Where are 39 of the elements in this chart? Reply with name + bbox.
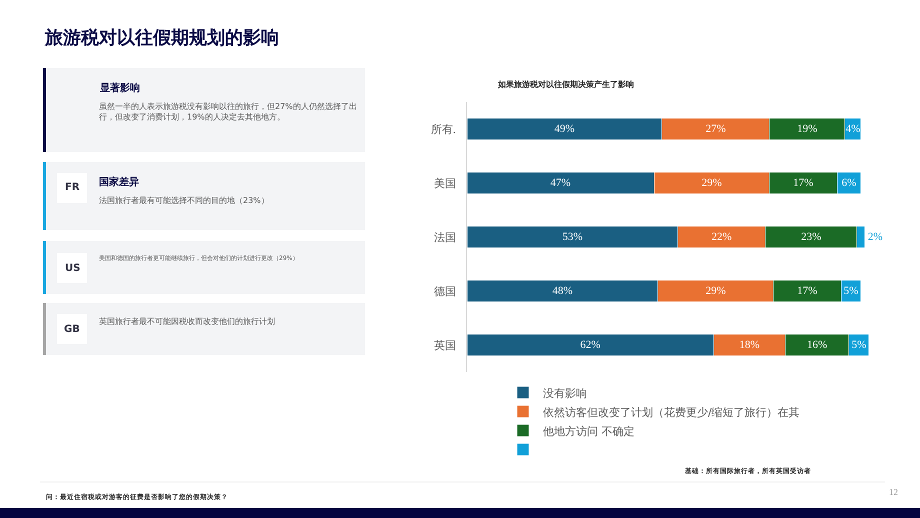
data-label: 5%	[852, 339, 866, 351]
text: 法国旅行者最有可能选择不同的目的地（23%）	[99, 196, 269, 205]
data-label: 19%	[797, 123, 818, 135]
text: 旅游税对以往假期规划的影响	[44, 27, 279, 48]
chart-subtitle: 如果旅游税对以往假期决策产生了影响	[497, 80, 634, 89]
data-label: 4%	[846, 123, 860, 135]
y-tick-label: 法国	[434, 230, 456, 244]
data-label: 29%	[702, 177, 722, 189]
legend-label: 他地方访问 不确定	[543, 424, 634, 438]
data-label: 47%	[550, 177, 571, 189]
y-tick-label: 德国	[434, 286, 456, 298]
data-label: 23%	[801, 231, 822, 243]
data-label: 17%	[797, 285, 818, 297]
y-tick-label: 英国	[434, 338, 456, 352]
data-label: 29%	[706, 285, 726, 297]
text: 国家差异	[99, 176, 139, 188]
text: 英国旅行者最不可能因税收而改变他们的旅行计划	[99, 317, 275, 326]
text: FR	[65, 182, 80, 193]
data-label: 48%	[552, 285, 573, 297]
data-label: 17%	[793, 177, 814, 189]
data-label: 49%	[554, 123, 575, 135]
y-tick-label: 美国	[434, 176, 456, 190]
text: 12	[889, 487, 898, 497]
data-label: 18%	[739, 339, 760, 351]
data-label: 62%	[580, 339, 600, 351]
text: 显著影响	[99, 82, 140, 94]
y-tick-label: 所有.	[431, 122, 456, 136]
data-label: 5%	[844, 285, 858, 297]
legend-label: 依然访客但改变了计划（花费更少/缩短了旅行）在其	[543, 406, 800, 419]
data-label: 53%	[562, 231, 583, 243]
text: US	[65, 263, 80, 274]
text: 虽然一半的人表示旅游税没有影响以往的旅行，但27%的人仍然选择了出行，但改变了消费计划，19%的人决定去其他地方。	[99, 102, 357, 122]
legend-label: 没有影响	[543, 386, 587, 400]
data-label: 22%	[712, 231, 732, 243]
data-label: 27%	[706, 123, 726, 135]
data-label: 6%	[842, 177, 856, 189]
text: GB	[64, 324, 80, 335]
data-label: 2%	[868, 231, 883, 243]
data-label: 16%	[807, 339, 828, 351]
